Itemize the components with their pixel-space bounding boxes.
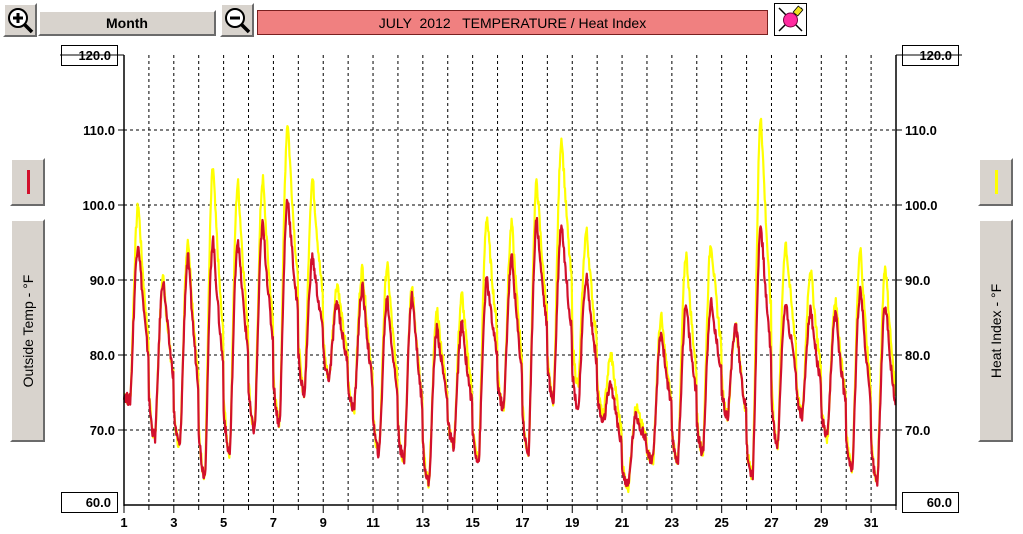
paint-brush-icon	[778, 5, 804, 32]
edit-colors-button[interactable]	[774, 3, 807, 36]
y-tick-label-left: 70.0	[90, 423, 115, 438]
x-tick-label: 19	[565, 515, 579, 530]
heat-series-color-button[interactable]	[978, 158, 1013, 206]
x-tick-label: 1	[120, 515, 127, 530]
zoom-in-magnifier-icon	[8, 8, 34, 34]
x-tick-label: 31	[864, 515, 878, 530]
x-tick-label: 17	[515, 515, 529, 530]
zoom-in-button[interactable]	[3, 3, 37, 37]
y-tick-label-right: 110.0	[905, 123, 937, 138]
right-axis-title-panel[interactable]: Heat Index - °F	[978, 219, 1013, 442]
left-axis-title-panel[interactable]: Outside Temp - °F	[10, 219, 45, 442]
x-tick-label: 3	[170, 515, 177, 530]
x-tick-label: 13	[416, 515, 430, 530]
x-tick-label: 5	[220, 515, 227, 530]
y-tick-label-left: 110.0	[83, 123, 115, 138]
zoom-out-button[interactable]	[220, 3, 254, 37]
x-tick-label: 27	[764, 515, 778, 530]
y-tick-label-right: 90.0	[905, 273, 930, 288]
outside-temp-series-line	[122, 198, 897, 488]
y-tick-label-left: 100.0	[82, 198, 115, 213]
y-tick-label-right: 70.0	[905, 423, 930, 438]
heat-index-series-line	[123, 117, 897, 494]
series-lines	[122, 117, 897, 494]
axes	[60, 54, 962, 513]
temp-series-swatch	[27, 170, 30, 194]
x-tick-label: 21	[615, 515, 629, 530]
chart-title: JULY 2012 TEMPERATURE / Heat Index	[257, 10, 768, 35]
x-tick-label: 15	[465, 515, 479, 530]
x-tick-label: 25	[714, 515, 728, 530]
right-axis-min-box[interactable]: 60.0	[902, 492, 959, 513]
x-tick-label: 9	[320, 515, 327, 530]
tick-labels: 70.0 70.0 80.0 80.0 90.0 90.0 100.0 100.0 110.0 1…	[82, 123, 937, 530]
zoom-out-magnifier-icon	[225, 8, 251, 34]
x-tick-label: 11	[366, 515, 380, 530]
period-selector-button[interactable]: Month	[38, 10, 216, 36]
y-tick-label-left: 90.0	[90, 273, 115, 288]
y-tick-label-right: 100.0	[905, 198, 938, 213]
y-tick-label-right: 80.0	[905, 348, 930, 363]
left-axis-min-box[interactable]: 60.0	[61, 492, 118, 513]
x-tick-label: 7	[270, 515, 277, 530]
heat-series-swatch	[995, 170, 998, 194]
y-tick-label-left: 80.0	[90, 348, 115, 363]
x-tick-label: 29	[814, 515, 828, 530]
temp-series-color-button[interactable]	[10, 158, 45, 206]
x-tick-label: 23	[665, 515, 679, 530]
